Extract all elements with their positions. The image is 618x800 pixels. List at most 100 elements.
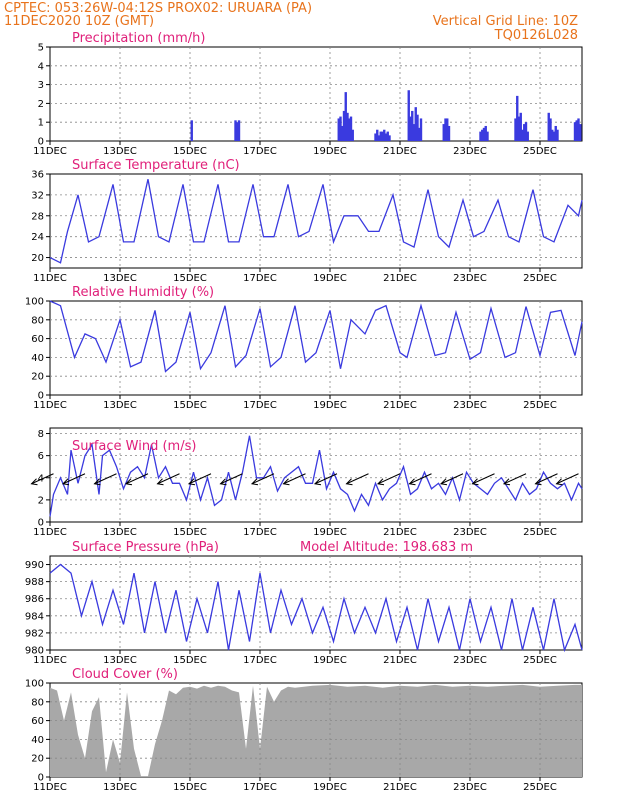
x-tick-label: 17DEC [243, 400, 277, 411]
title-pressure: Surface Pressure (hPa) [72, 540, 219, 555]
precipitation-bar [517, 116, 521, 141]
series-pressure [49, 563, 583, 653]
x-tick-label: 11DEC [33, 655, 67, 666]
x-tick-label: 19DEC [313, 400, 347, 411]
wind-arrow-shaft [409, 473, 432, 485]
subtitle-model-altitude: Model Altitude: 198.683 m [300, 540, 473, 555]
x-tick-label: 23DEC [453, 782, 487, 793]
wind-arrow-shaft [283, 473, 306, 485]
panel-cloud-cover: 0 20 40 60 80 100 11DEC 13DEC 15DEC 17DEC 19DEC 21… [25, 667, 583, 793]
y-tick-label: 80 [31, 315, 44, 326]
x-tick-label: 13DEC [103, 400, 137, 411]
y-tick-label: 28 [31, 211, 44, 222]
y-tick-label: 3 [38, 80, 44, 91]
y-ticks-cloud-cover: 0 20 40 60 80 100 [25, 679, 50, 784]
wind-arrow-head [376, 478, 385, 486]
x-tick-label: 17DEC [243, 782, 277, 793]
y-tick-label: 40 [31, 353, 44, 364]
wind-arrow-head [30, 478, 38, 486]
x-tick-label: 21DEC [383, 146, 417, 157]
x-tick-label: 21DEC [383, 273, 417, 284]
x-tick-label: 19DEC [313, 273, 347, 284]
precipitation-bar [523, 124, 526, 141]
wind-arrow-head [250, 478, 259, 486]
series-temperature [49, 179, 583, 264]
y-tick-label: 0 [38, 137, 44, 148]
precipitation-bar [339, 116, 342, 141]
wind-arrow [439, 473, 464, 486]
x-tick-label: 11DEC [33, 782, 67, 793]
x-tick-label: 17DEC [243, 273, 277, 284]
wind-arrow-head [187, 478, 196, 486]
x-tick-label: 19DEC [313, 527, 347, 538]
title-humidity: Relative Humidity (%) [72, 285, 214, 300]
wind-arrow [534, 473, 558, 486]
wind-arrow [187, 473, 212, 486]
x-tick-label: 17DEC [243, 655, 277, 666]
precipitation-bar [486, 131, 489, 141]
precipitation-bar [442, 124, 445, 141]
series-line [49, 563, 583, 653]
precipitation-bar [556, 129, 559, 141]
precipitation-bar [549, 118, 552, 141]
precipitation-bar [383, 129, 386, 141]
y-tick-label: 60 [31, 334, 44, 345]
y-tick-label: 6 [38, 451, 44, 462]
x-tick-label: 23DEC [453, 400, 487, 411]
y-tick-label: 24 [31, 232, 44, 243]
precipitation-bar [342, 110, 346, 141]
wind-arrow [313, 473, 338, 486]
wind-arrow-shaft [220, 473, 243, 485]
x-tick-label: 13DEC [103, 273, 137, 284]
wind-arrow-head [93, 478, 101, 486]
wind-arrow [124, 473, 149, 486]
precipitation-bar [384, 133, 388, 141]
header-location: CPTEC: 053:26W-04:12S PROX02: URUARA (PA… [4, 1, 312, 16]
precipitation-bar [348, 118, 351, 141]
wind-arrow-shaft [62, 473, 86, 485]
title-precipitation: Precipitation (mm/h) [72, 31, 205, 46]
x-tick-label: 13DEC [103, 527, 137, 538]
plot-frame-wind [49, 427, 583, 523]
y-ticks-precipitation: 0 1 2 3 4 5 [38, 43, 50, 148]
header-date: 11DEC2020 10Z (GMT) [4, 14, 154, 29]
x-tick-label: 25DEC [523, 782, 557, 793]
precipitation-bar [377, 135, 381, 141]
y-tick-label: 20 [31, 253, 44, 264]
x-tick-label: 15DEC [173, 782, 207, 793]
x-tick-label: 21DEC [383, 527, 417, 538]
x-tick-label: 25DEC [523, 273, 557, 284]
wind-arrow-head [439, 478, 448, 486]
wind-arrow-head [156, 478, 164, 486]
x-ticks-temperature: 11DEC 13DEC 15DEC 17DEC 19DEC 21DEC 23DEC 25DEC [33, 268, 557, 284]
y-tick-label: 0 [38, 773, 44, 784]
x-tick-label: 15DEC [173, 400, 207, 411]
y-ticks-wind: 0 2 4 6 8 [38, 429, 50, 529]
x-tick-label: 17DEC [243, 527, 277, 538]
precipitation-bar [374, 133, 377, 141]
wind-arrow-head [502, 478, 511, 486]
x-tick-label: 21DEC [383, 655, 417, 666]
wind-arrow-head [282, 478, 290, 486]
x-tick-label: 13DEC [103, 655, 137, 666]
y-tick-label: 1 [38, 118, 44, 129]
series-line [49, 435, 583, 517]
panel-wind: 0 2 4 6 8 11DEC 13DEC 15DEC 17DEC 19DEC 21DEC 23DE… [30, 427, 583, 538]
wind-arrow-head [471, 478, 479, 486]
x-tick-label: 19DEC [313, 655, 347, 666]
x-tick-label: 21DEC [383, 782, 417, 793]
precipitation-bar [407, 90, 410, 141]
precipitation-bar [409, 116, 412, 141]
wind-arrow-head [219, 478, 227, 486]
wind-arrow [93, 473, 117, 486]
panel-precipitation: 0 1 2 3 4 5 11DEC 13DEC 15DEC 17DEC 19DEC 21DEC 23D… [33, 31, 583, 157]
precipitation-bar [349, 116, 353, 141]
plot-frame-precipitation [49, 46, 583, 142]
x-tick-label: 11DEC [33, 400, 67, 411]
grid-cloud-cover [50, 683, 582, 777]
precipitation-bar [577, 118, 580, 141]
series-cloud-cover [50, 684, 582, 777]
precipitation-bar [381, 131, 384, 141]
y-tick-label: 20 [31, 754, 44, 765]
